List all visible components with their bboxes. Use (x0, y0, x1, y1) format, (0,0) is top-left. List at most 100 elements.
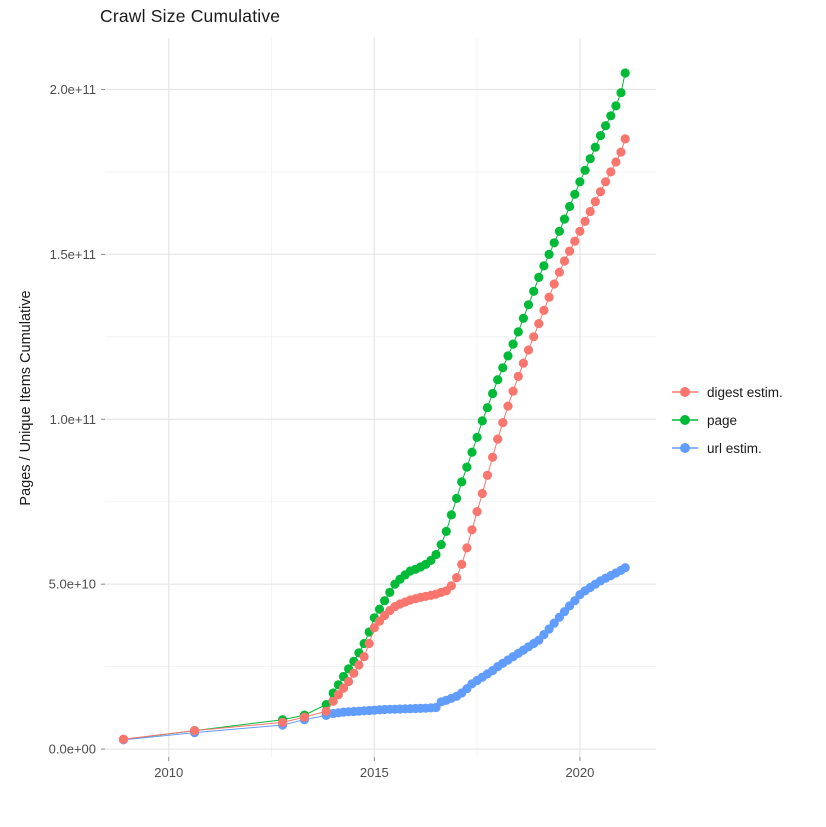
point-page (570, 189, 580, 199)
point-digest-estim (190, 726, 200, 736)
point-digest-estim (518, 358, 529, 368)
point-page (513, 327, 523, 337)
point-page (595, 131, 606, 141)
point-page (493, 375, 503, 385)
point-page (441, 526, 451, 537)
legend-key-icon (672, 414, 698, 426)
legend-item-page: page (672, 406, 783, 434)
point-page (498, 363, 508, 373)
y-axis-title: Pages / Unique Items Cumulative (18, 290, 34, 506)
point-page (575, 177, 585, 187)
point-page (321, 700, 331, 710)
point-page (452, 493, 462, 503)
x-tick-label-2015: 2015 (360, 765, 389, 780)
y-tick-label-5.0e+10: 5.0e+10 (49, 577, 96, 592)
point-digest-estim (620, 134, 630, 144)
point-digest-estim (462, 543, 472, 553)
point-digest-estim (529, 332, 539, 342)
point-digest-estim (539, 305, 549, 315)
point-page (431, 549, 441, 560)
point-digest-estim (364, 638, 374, 649)
point-digest-estim (452, 573, 462, 583)
point-page (580, 165, 590, 175)
point-digest-estim (349, 668, 359, 678)
point-page (544, 249, 554, 259)
point-digest-estim (534, 319, 544, 329)
point-digest-estim (565, 246, 575, 256)
legend-item-digest-estim: digest estim. (672, 378, 783, 406)
point-page (467, 447, 477, 457)
legend-key-icon (672, 442, 698, 454)
legend-item-url-estim: url estim. (672, 434, 783, 462)
point-page (503, 351, 513, 361)
point-digest-estim (570, 236, 580, 246)
point-page (606, 111, 616, 121)
point-digest-estim (344, 676, 354, 687)
point-page (529, 286, 539, 296)
point-page (590, 142, 600, 152)
point-digest-estim (333, 690, 343, 700)
point-digest-estim (590, 197, 600, 207)
point-digest-estim (321, 706, 331, 716)
point-digest-estim (118, 734, 129, 744)
point-digest-estim (488, 452, 498, 462)
point-page (601, 121, 611, 131)
point-digest-estim (446, 581, 456, 591)
point-digest-estim (359, 652, 369, 662)
point-digest-estim (508, 386, 518, 396)
point-digest-estim (513, 371, 523, 381)
point-digest-estim (580, 216, 590, 226)
plot-title: Crawl Size Cumulative (100, 6, 281, 26)
point-url-estim (549, 618, 559, 628)
point-digest-estim (523, 345, 534, 355)
point-digest-estim (611, 157, 621, 167)
point-digest-estim (575, 226, 585, 236)
legend-key-icon (672, 386, 698, 398)
point-digest-estim (503, 401, 513, 411)
point-digest-estim (606, 167, 616, 177)
point-digest-estim (278, 717, 288, 728)
point-digest-estim (354, 660, 364, 670)
point-digest-estim (601, 177, 611, 187)
point-page (518, 313, 529, 323)
point-page (559, 214, 570, 224)
y-tick-label-0.0e+00: 0.0e+00 (49, 742, 96, 757)
point-page (457, 477, 467, 487)
point-page (549, 238, 559, 248)
point-digest-estim (482, 470, 492, 480)
point-page (380, 596, 390, 606)
point-url-estim (570, 596, 580, 606)
point-digest-estim (559, 256, 570, 266)
point-page (462, 462, 472, 472)
legend-item-label: digest estim. (707, 384, 783, 400)
legend: digest estim. page url estim. (672, 378, 783, 462)
y-tick-label-1.0e+11: 1.0e+11 (50, 412, 96, 427)
point-page (446, 510, 456, 520)
point-digest-estim (472, 507, 482, 517)
point-page (472, 432, 482, 442)
point-page (539, 261, 549, 271)
point-page (508, 339, 518, 349)
point-digest-estim (299, 712, 309, 722)
point-digest-estim (467, 525, 477, 535)
point-digest-estim (554, 267, 565, 277)
point-page (477, 416, 487, 426)
y-tick-label-2.0e+11: 2.0e+11 (50, 82, 96, 97)
point-digest-estim (477, 488, 487, 499)
point-url-estim (620, 563, 630, 573)
point-digest-estim (616, 147, 626, 157)
point-page (523, 300, 534, 310)
legend-item-label: url estim. (707, 440, 762, 456)
legend-item-label: page (707, 412, 738, 428)
point-digest-estim (493, 434, 503, 444)
point-page (620, 68, 630, 78)
point-page (534, 272, 544, 282)
point-digest-estim (369, 623, 379, 633)
point-digest-estim (549, 279, 559, 289)
point-digest-estim (457, 559, 467, 570)
point-page (374, 604, 385, 614)
point-digest-estim (595, 187, 606, 197)
point-page (616, 88, 626, 98)
